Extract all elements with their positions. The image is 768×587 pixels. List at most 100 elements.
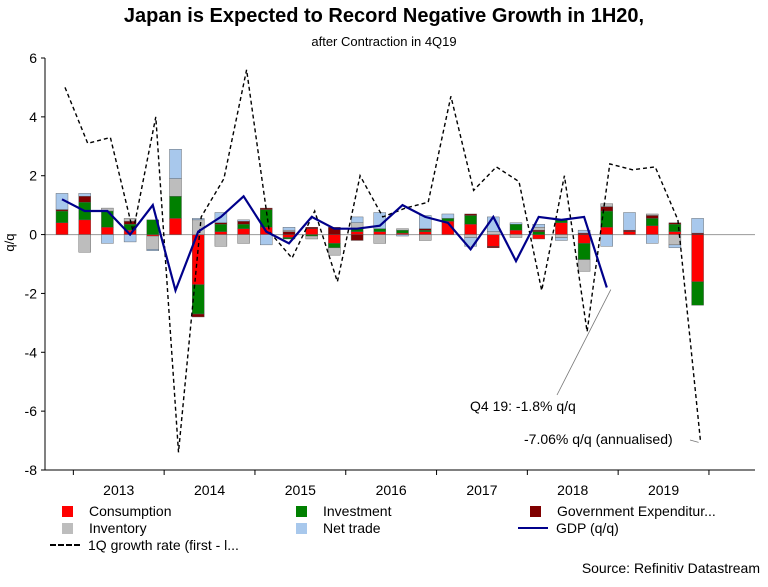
bar-inventory — [396, 228, 409, 231]
bar-investment — [305, 234, 318, 237]
gdp-line — [61, 194, 608, 295]
x-tick-label: 2013 — [103, 482, 134, 498]
bar-inventory — [555, 234, 568, 238]
bar-government-expenditure — [646, 215, 659, 219]
bar-consumption — [487, 234, 500, 247]
y-axis-label: q/q — [2, 234, 17, 252]
bar-net-trade — [555, 237, 568, 241]
legend-swatch-inventory — [62, 523, 73, 534]
legend-label-inventory: Inventory — [89, 520, 147, 536]
bar-inventory — [78, 234, 91, 253]
legend-net-trade: Net trade — [296, 520, 381, 536]
x-tick-label: 2014 — [194, 482, 225, 498]
bar-inventory — [487, 231, 500, 235]
legend-government: Government Expenditur... — [530, 503, 716, 519]
legend-swatch-consumption — [62, 506, 73, 517]
bar-net-trade — [146, 249, 160, 251]
bar-investment — [191, 284, 205, 315]
bar-net-trade — [191, 218, 205, 221]
bar-government-expenditure — [328, 227, 341, 235]
bar-consumption — [101, 227, 114, 235]
y-tick-label: -8 — [25, 462, 38, 478]
bar-net-trade — [532, 224, 545, 228]
source-note: Source: Refinitiv Datastream — [581, 560, 760, 576]
bar-net-trade — [282, 227, 296, 231]
legend-gdp: GDP (q/q) — [518, 520, 619, 536]
bar-consumption — [623, 231, 636, 235]
bar-consumption — [600, 227, 613, 235]
bar-government-expenditure — [78, 196, 91, 203]
bar-inventory — [600, 203, 613, 207]
bar-net-trade — [509, 222, 523, 225]
legend-label-consumption: Consumption — [89, 503, 172, 519]
bar-net-trade — [577, 229, 591, 234]
y-tick-label: -4 — [25, 344, 38, 360]
bar-consumption — [373, 231, 386, 235]
bar-investment — [419, 229, 432, 232]
bar-consumption — [214, 231, 228, 235]
bar-net-trade — [441, 213, 455, 219]
bar-government-expenditure — [419, 228, 432, 231]
y-tick-label: -2 — [25, 285, 38, 301]
legend-swatch-investment — [296, 506, 307, 517]
bar-net-trade — [78, 193, 91, 197]
bar-consumption — [146, 234, 160, 237]
bar-government-expenditure — [623, 229, 636, 232]
bar-government-expenditure — [305, 227, 318, 229]
bar-inventory — [577, 259, 591, 272]
bar-inventory — [169, 178, 182, 197]
bar-investment — [169, 196, 182, 219]
bar-investment — [101, 210, 114, 228]
bar-net-trade — [350, 216, 364, 224]
bars — [55, 149, 704, 318]
legend-inventory: Inventory — [62, 520, 147, 536]
growth-1q-line — [64, 69, 702, 453]
x-tick-label: 2018 — [557, 482, 588, 498]
bar-consumption — [555, 222, 568, 235]
bar-consumption — [577, 234, 591, 244]
bar-net-trade — [260, 234, 273, 246]
legend-consumption: Consumption — [62, 503, 172, 519]
bar-investment — [282, 237, 296, 240]
bar-consumption — [532, 234, 545, 240]
y-tick-label: -6 — [25, 403, 38, 419]
bar-inventory — [373, 234, 386, 244]
lines — [61, 69, 702, 453]
bar-government-expenditure — [464, 213, 477, 216]
bar-investment — [328, 243, 341, 249]
bar-investment — [646, 218, 659, 226]
bar-government-expenditure — [487, 246, 500, 249]
annotations: Q4 19: -1.8% q/q -7.06% q/q (annualised) — [470, 289, 699, 447]
bar-net-trade — [623, 212, 636, 231]
y-tick-label: 6 — [29, 50, 37, 66]
bar-net-trade — [691, 218, 704, 234]
annotation-leader-annualised — [689, 439, 699, 443]
bar-investment — [373, 228, 386, 232]
bar-consumption — [509, 229, 523, 235]
bar-inventory — [282, 229, 296, 232]
x-tick-label: 2015 — [285, 482, 316, 498]
bar-inventory — [328, 247, 341, 256]
x-tick-label: 2016 — [376, 482, 407, 498]
bar-inventory — [237, 234, 250, 244]
bar-government-expenditure — [55, 209, 69, 212]
legend-swatch-net-trade — [296, 523, 307, 534]
annotation-gdp: Q4 19: -1.8% q/q — [470, 398, 576, 414]
bar-consumption — [350, 231, 364, 235]
chart-title: Japan is Expected to Record Negative Gro… — [123, 5, 645, 27]
y-tick-label: 0 — [29, 227, 37, 243]
bar-government-expenditure — [191, 313, 205, 318]
y-tick-label: 2 — [29, 168, 37, 184]
bar-investment — [691, 281, 704, 306]
bar-net-trade — [237, 219, 250, 222]
bar-consumption — [237, 228, 250, 235]
bar-investment — [55, 210, 69, 223]
bar-investment — [509, 224, 523, 231]
annotation-leader-gdp — [556, 289, 612, 396]
legend-label-investment: Investment — [323, 503, 392, 519]
y-tick-label: 4 — [29, 109, 37, 125]
bar-investment — [214, 224, 228, 232]
stacked-bar-chart: 6 4 2 0 -2 -4 -6 -8 q/q 2013 2014 2015 2016 2017 2018 2… — [2, 50, 755, 498]
legend-label-gdp: GDP (q/q) — [556, 520, 619, 536]
bar-consumption — [55, 222, 69, 235]
